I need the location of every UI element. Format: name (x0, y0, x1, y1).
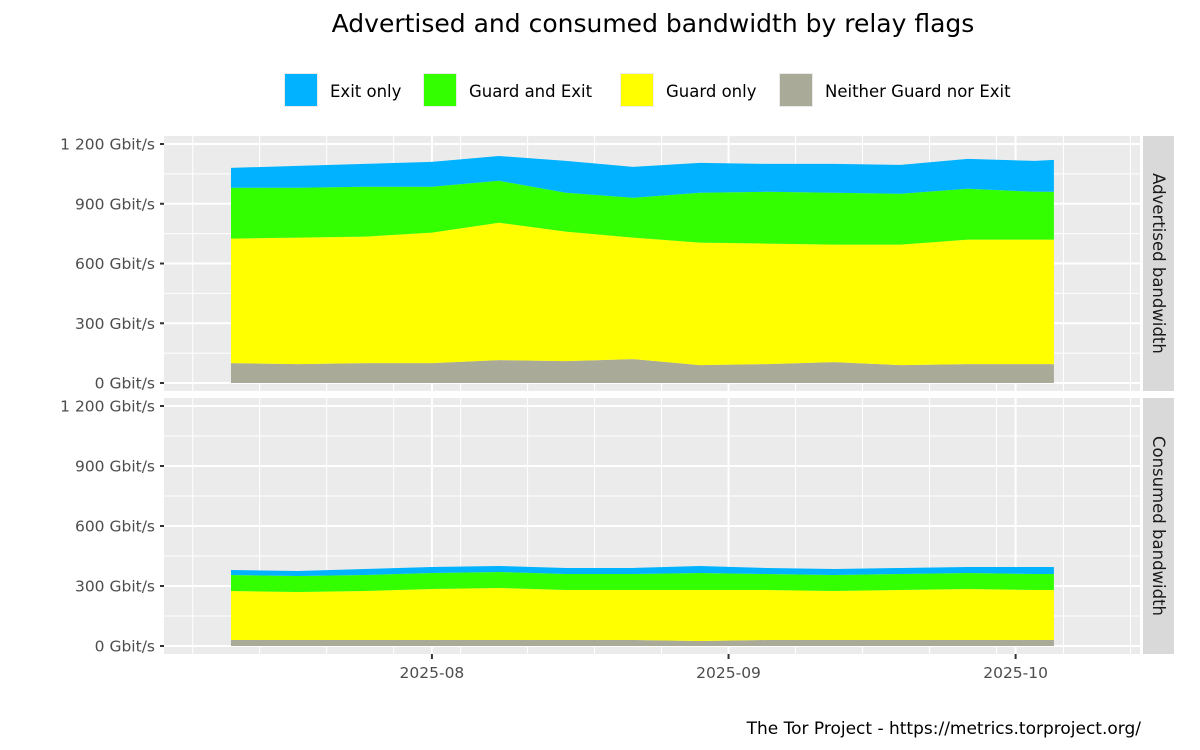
area-neither-guard-nor-exit (231, 640, 1054, 646)
caption: The Tor Project - https://metrics.torpro… (746, 719, 1142, 739)
area-exit-only (231, 566, 1054, 576)
facet-strip-label: Advertised bandwidth (1149, 173, 1168, 354)
y-tick-label: 0 Gbit/s (95, 638, 155, 656)
y-tick-label: 600 Gbit/s (75, 255, 155, 273)
y-tick-label: 300 Gbit/s (75, 315, 155, 333)
area-guard-and-exit (231, 572, 1054, 592)
x-tick-label: 2025-10 (983, 664, 1048, 682)
legend: Exit only Guard and Exit Guard only Neither… (284, 73, 1011, 107)
legend-label: Exit only (330, 82, 402, 101)
panels: 0 Gbit/s 300 Gbit/s 600 Gbit/s 900 Gbit/s 1 … (60, 136, 1174, 656)
panel-consumed: 0 Gbit/s 300 Gbit/s 600 Gbit/s 900 Gbit/s 1 … (60, 398, 1174, 656)
legend-swatch (621, 74, 653, 106)
legend-swatch (780, 74, 812, 106)
facet-strip (1143, 136, 1174, 391)
y-tick-label: 900 Gbit/s (75, 195, 155, 213)
legend-item: Guard only (620, 73, 757, 107)
panel-advertised: 0 Gbit/s 300 Gbit/s 600 Gbit/s 900 Gbit/s 1 … (60, 136, 1174, 393)
x-axis: 2025-08 2025-09 2025-10 (400, 654, 1048, 682)
y-tick-label: 1 200 Gbit/s (60, 136, 155, 154)
legend-item: Exit only (284, 73, 402, 107)
y-tick-label: 900 Gbit/s (75, 458, 155, 476)
x-tick-label: 2025-08 (400, 664, 465, 682)
legend-label: Guard and Exit (469, 82, 593, 101)
legend-swatch (285, 74, 317, 106)
legend-label: Guard only (666, 82, 757, 101)
y-tick-label: 300 Gbit/s (75, 578, 155, 596)
y-tick-label: 0 Gbit/s (95, 375, 155, 393)
area-guard-only (231, 222, 1054, 366)
legend-label: Neither Guard nor Exit (825, 82, 1011, 101)
legend-swatch (424, 74, 456, 106)
legend-item: Neither Guard nor Exit (779, 73, 1011, 107)
facet-strip-label: Consumed bandwidth (1149, 436, 1168, 616)
area-guard-and-exit (231, 180, 1054, 245)
chart-title: Advertised and consumed bandwidth by rel… (332, 9, 975, 38)
y-tick-label: 1 200 Gbit/s (60, 398, 155, 416)
y-tick-label: 600 Gbit/s (75, 518, 155, 536)
facet-strip (1143, 398, 1174, 654)
legend-item: Guard and Exit (423, 73, 593, 107)
area-exit-only (231, 156, 1054, 198)
area-neither-guard-nor-exit (231, 359, 1054, 383)
area-guard-only (231, 588, 1054, 641)
x-tick-label: 2025-09 (696, 664, 761, 682)
